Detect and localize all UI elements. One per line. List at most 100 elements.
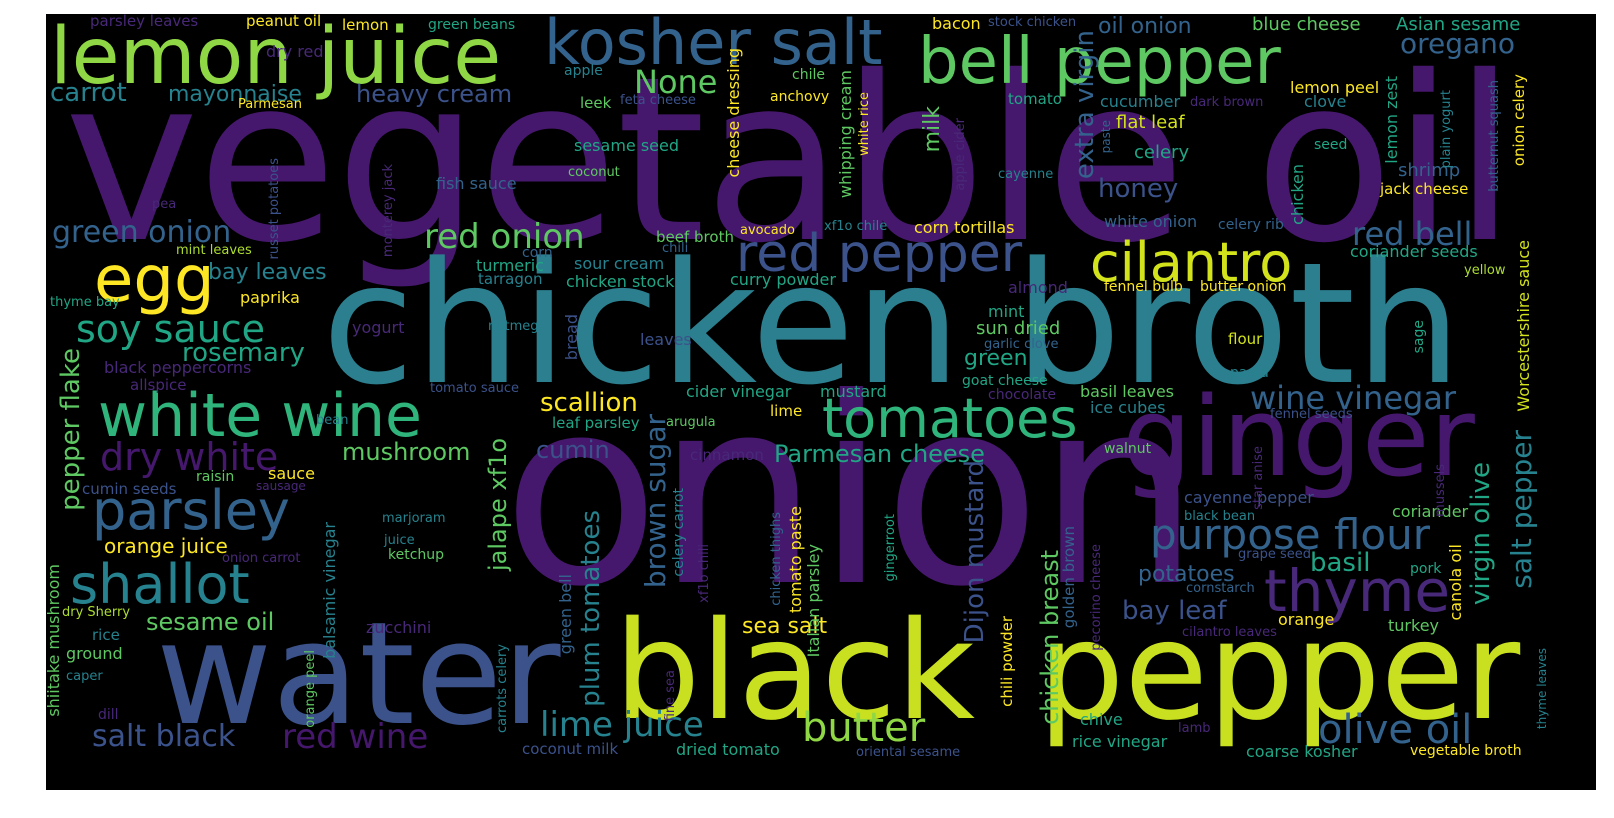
word: cayenne <box>998 167 1054 182</box>
word: orange <box>1278 610 1335 629</box>
word: parsley leaves <box>90 14 199 30</box>
word: Parmesan <box>238 97 302 112</box>
word: bay leaves <box>208 260 327 285</box>
word: bean <box>316 413 349 428</box>
word: green beans <box>428 17 516 33</box>
word: brown sugar <box>639 414 672 589</box>
word: chicken thighs <box>769 512 784 606</box>
word: goat cheese <box>962 373 1048 389</box>
word: basil leaves <box>1080 382 1175 401</box>
word: jack cheese <box>1380 180 1469 198</box>
word: dill <box>98 707 119 723</box>
word: salt pepper <box>1505 430 1538 589</box>
word: mint leaves <box>176 243 252 258</box>
word: chile <box>792 67 825 83</box>
word: onion <box>502 343 1200 643</box>
word: walnut <box>1104 441 1152 457</box>
word: yogurt <box>352 318 405 337</box>
word: lemon juice <box>50 14 502 102</box>
word: oil onion <box>1098 14 1192 39</box>
word: red pepper <box>736 224 1023 284</box>
word: cilantro leaves <box>1182 625 1277 640</box>
word: fine sea <box>663 670 678 722</box>
word: zucchini <box>366 618 432 637</box>
word: thyme leaves <box>1535 648 1549 730</box>
word: cucumber <box>1100 92 1181 111</box>
word: milk <box>920 106 945 153</box>
word: orange juice <box>104 534 228 558</box>
word: leaf parsley <box>552 414 640 432</box>
word: green <box>964 346 1028 371</box>
word: cider vinegar <box>686 382 792 401</box>
word: carrots celery <box>495 644 510 734</box>
word: jalape xf1o <box>484 438 512 571</box>
word: monterey jack <box>381 164 396 258</box>
word: black peppercorns <box>104 358 252 377</box>
word: black <box>614 593 975 751</box>
word: tarragon <box>478 270 543 288</box>
word: gingerroot <box>883 514 898 582</box>
word: tomato sauce <box>430 381 519 396</box>
word: dry red <box>266 42 324 61</box>
word: dried tomato <box>676 740 780 759</box>
word: virgin olive <box>1466 462 1496 606</box>
word: russet potatoes <box>267 158 282 260</box>
word: pepper flake <box>56 348 86 511</box>
word: coriander <box>1392 502 1469 521</box>
word: tomato paste <box>786 506 805 614</box>
word: coconut <box>568 165 620 180</box>
word: mushroom <box>342 438 471 466</box>
word: curry powder <box>730 270 836 289</box>
word: basil <box>1310 548 1371 578</box>
word: flat leaf <box>1116 112 1185 133</box>
word: lemon zest <box>1382 76 1401 164</box>
word: kosher salt <box>544 14 883 79</box>
word: oregano <box>1400 27 1516 60</box>
word: sesame seed <box>574 136 680 155</box>
word: sea salt <box>742 614 828 639</box>
word: raisin <box>196 469 235 485</box>
word: salt black <box>92 719 236 754</box>
word: ground <box>66 644 123 663</box>
word: sun dried <box>976 318 1061 339</box>
word: vegetable oil <box>64 27 1516 293</box>
word: bacon <box>932 14 981 33</box>
word: chicken breast <box>1036 550 1064 725</box>
word: Worcestershire sauce <box>1514 240 1533 412</box>
word: bread <box>562 314 581 361</box>
word: whipping cream <box>836 70 855 199</box>
word: tomato <box>1008 90 1062 108</box>
word: cilantro <box>1090 231 1293 294</box>
word: scallion <box>540 388 638 418</box>
word: extra virgin <box>1070 30 1100 180</box>
word: soy sauce <box>76 307 266 351</box>
word: cheese dressing <box>724 48 743 178</box>
word: wine vinegar <box>1250 379 1457 417</box>
word: yellow <box>1464 263 1506 278</box>
word: chicken stock <box>566 272 675 291</box>
word: celery rib <box>1218 217 1284 233</box>
word: sesame oil <box>146 608 275 636</box>
word: fennel seeds <box>1270 407 1353 422</box>
word: sauce <box>268 464 315 483</box>
word: coriander seeds <box>1350 242 1478 261</box>
word: dry Sherry <box>62 605 131 620</box>
word: garlic clove <box>984 337 1059 352</box>
word: ginger <box>1122 373 1475 501</box>
word: mussels <box>1433 464 1448 517</box>
word: canola oil <box>1446 544 1465 621</box>
word: dark brown <box>1190 95 1264 110</box>
word: fennel bulb <box>1104 279 1183 295</box>
word: lime juice <box>540 705 704 745</box>
word: thyme bay <box>50 295 120 310</box>
word: leaves <box>640 330 692 349</box>
word: apple cider <box>953 118 968 191</box>
word: onion celery <box>1510 74 1528 167</box>
word: turmeric <box>476 256 544 275</box>
word: orange peel <box>303 650 318 728</box>
word: pecorino cheese <box>1089 544 1104 651</box>
word: pasta <box>1230 365 1269 381</box>
word: sausage <box>256 479 306 493</box>
word: clove <box>1304 92 1347 111</box>
word: cinnamon <box>690 446 764 464</box>
